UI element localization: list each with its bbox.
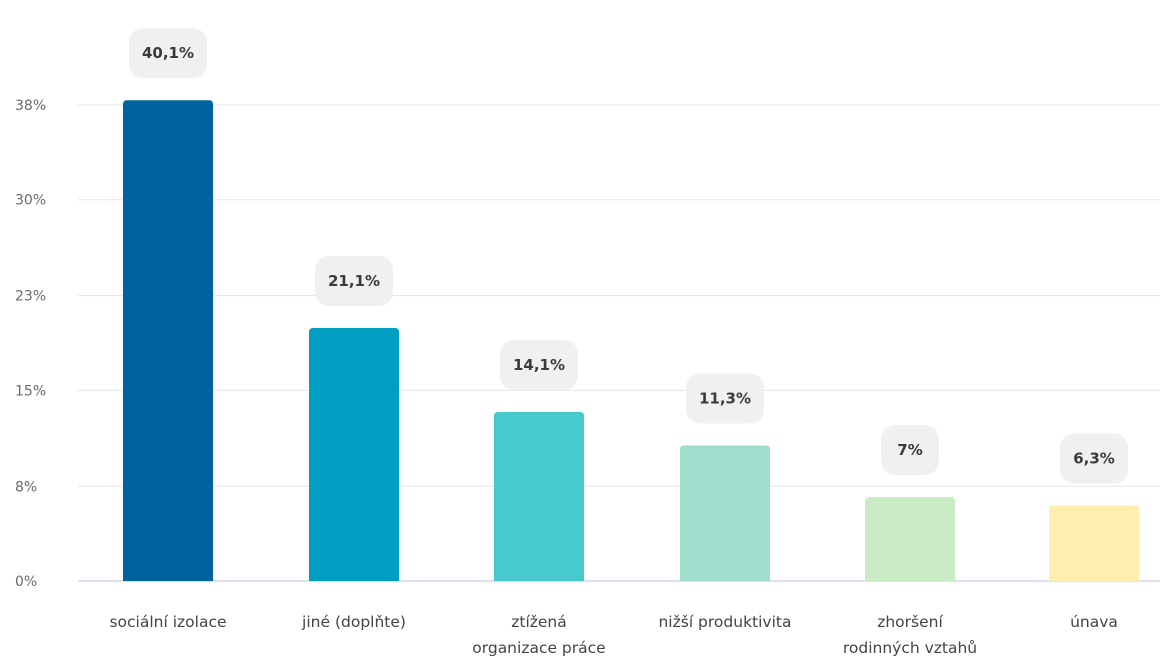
x-axis-category-labels: sociální izolace jiné (doplňte) ztížená org… bbox=[109, 613, 1117, 657]
x-category-label: únava bbox=[1070, 613, 1118, 631]
x-category-label: jiné (doplňte) bbox=[301, 613, 406, 631]
data-label: 11,3% bbox=[686, 373, 764, 424]
bar-group[interactable] bbox=[123, 100, 213, 581]
data-label: 7% bbox=[881, 425, 939, 476]
bars bbox=[123, 100, 1139, 581]
data-label: 6,3% bbox=[1060, 433, 1128, 484]
data-label-text: 14,1% bbox=[513, 356, 565, 374]
data-labels: 40,1% 21,1% 14,1% 11,3% 7% 6,3% bbox=[129, 28, 1128, 484]
x-category-label: sociální izolace bbox=[109, 613, 226, 631]
bar[interactable] bbox=[865, 497, 955, 581]
y-tick-label: 0% bbox=[15, 574, 37, 590]
bar-group[interactable] bbox=[1049, 505, 1139, 581]
data-label-background bbox=[881, 425, 939, 476]
data-label-text: 40,1% bbox=[142, 44, 194, 62]
data-label-text: 6,3% bbox=[1073, 449, 1115, 467]
data-label-text: 7% bbox=[897, 441, 922, 459]
data-label: 40,1% bbox=[129, 28, 207, 79]
bar-group[interactable] bbox=[309, 328, 399, 581]
data-label: 21,1% bbox=[315, 256, 393, 307]
data-label-background bbox=[500, 339, 578, 390]
gridlines bbox=[78, 104, 1160, 582]
y-tick-label: 15% bbox=[15, 383, 46, 399]
bar[interactable] bbox=[680, 445, 770, 581]
bar-group[interactable] bbox=[680, 445, 770, 581]
x-category-label: nižší produktivita bbox=[658, 613, 791, 631]
bar-group[interactable] bbox=[865, 497, 955, 581]
data-label-text: 11,3% bbox=[699, 390, 751, 408]
bar[interactable] bbox=[494, 411, 584, 581]
y-tick-label: 30% bbox=[15, 193, 46, 209]
x-category-label: zhoršení rodinných vztahů bbox=[843, 613, 977, 657]
x-category-label: ztížená organizace práce bbox=[472, 613, 605, 657]
y-tick-label: 8% bbox=[15, 479, 37, 495]
y-tick-label: 23% bbox=[15, 289, 46, 305]
y-tick-label: 38% bbox=[15, 98, 46, 114]
data-label-background bbox=[315, 256, 393, 307]
data-label-text: 21,1% bbox=[328, 272, 380, 290]
bar-group[interactable] bbox=[494, 411, 584, 581]
bar[interactable] bbox=[309, 328, 399, 581]
data-label-background bbox=[129, 28, 207, 79]
data-label: 14,1% bbox=[500, 339, 578, 390]
bar[interactable] bbox=[123, 100, 213, 581]
data-label-background bbox=[1060, 433, 1128, 484]
data-label-background bbox=[686, 373, 764, 424]
y-axis-tick-labels: 0% 8% 15% 23% 30% 38% bbox=[15, 98, 46, 590]
bar[interactable] bbox=[1049, 505, 1139, 581]
